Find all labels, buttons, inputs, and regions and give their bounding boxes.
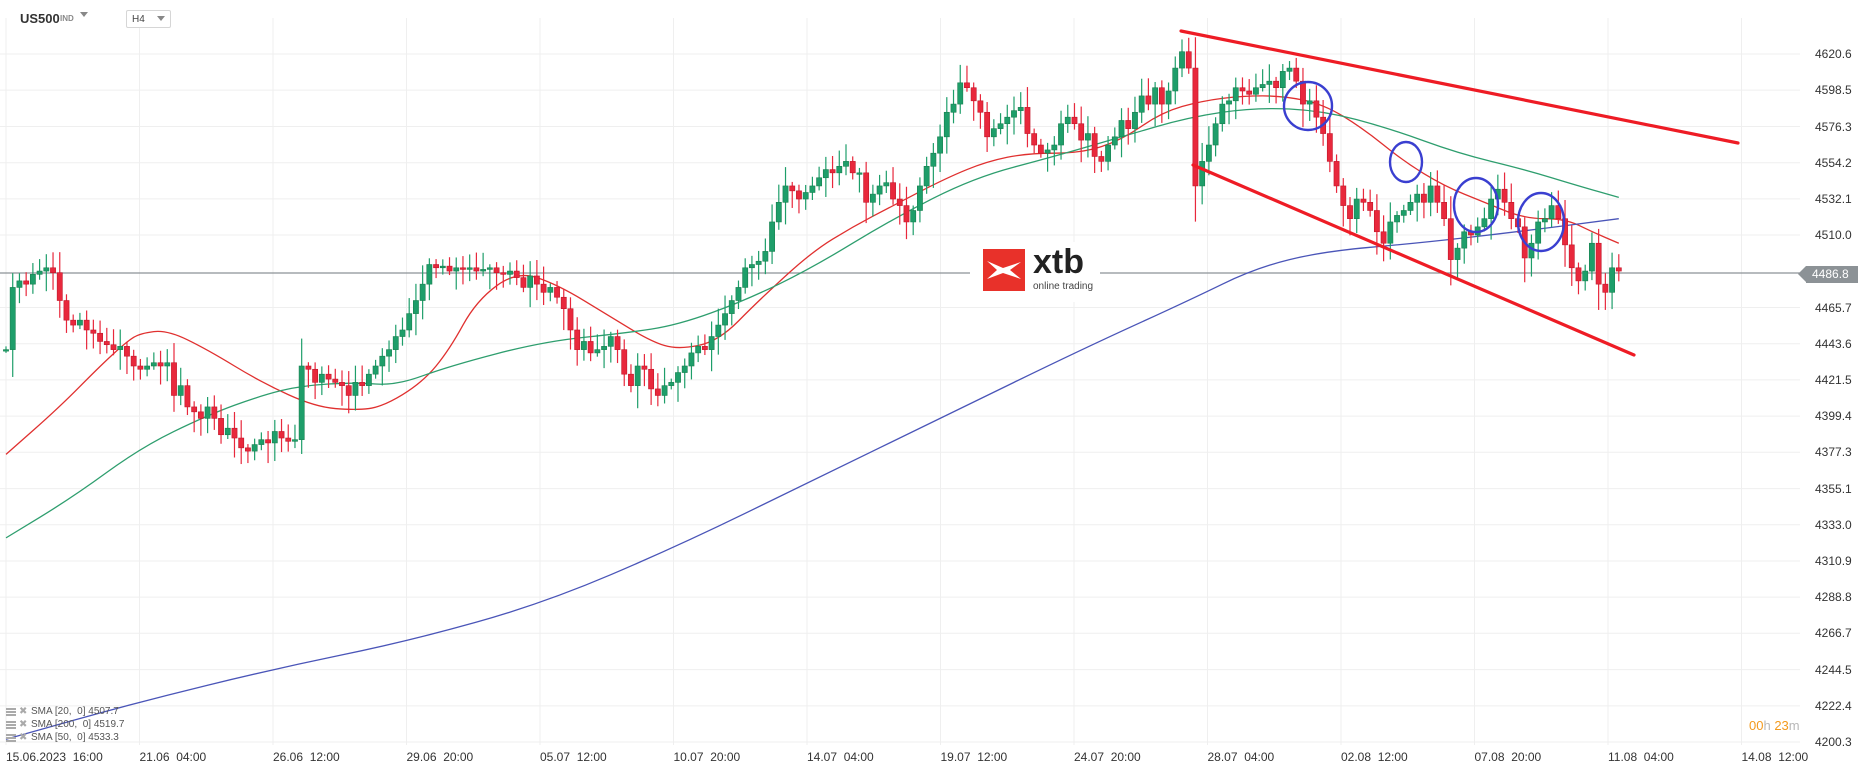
menu-icon[interactable]: [6, 707, 16, 716]
symbol-type: IND: [60, 14, 74, 23]
logo-tagline: online trading: [1033, 281, 1094, 292]
close-icon[interactable]: ✖: [19, 719, 28, 730]
highlight-circle[interactable]: [1516, 191, 1566, 253]
price-tick-label: 4399.4: [1815, 409, 1852, 424]
time-tick-label: 05.07 12:00: [540, 750, 607, 764]
highlight-circle[interactable]: [1388, 140, 1424, 184]
time-tick-label: 14.07 04:00: [807, 750, 874, 764]
price-tick-label: 4620.6: [1815, 47, 1852, 61]
countdown-hours-unit: h: [1763, 718, 1771, 733]
menu-icon[interactable]: [6, 720, 16, 729]
countdown-hours: 00: [1749, 718, 1764, 733]
price-tick-label: 4310.9: [1815, 553, 1852, 568]
price-tick-label: 4355.1: [1815, 481, 1852, 496]
time-tick-label: 11.08 04:00: [1608, 750, 1674, 764]
highlight-circle[interactable]: [1282, 80, 1334, 132]
price-tick-label: 4532.1: [1815, 191, 1852, 206]
time-tick-label: 15.06.2023 16:00: [6, 750, 103, 764]
price-tick-label: 4598.5: [1815, 83, 1852, 98]
time-tick-label: 02.08 12:00: [1341, 750, 1408, 764]
time-tick-label: 24.07 20:00: [1074, 750, 1141, 764]
indicator-legend: ✖ SMA [20, 0] 4507.7 ✖ SMA [200, 0] 4519…: [6, 705, 124, 744]
legend-label: SMA [50, 0] 4533.3: [31, 732, 119, 743]
price-tick-label: 4421.5: [1815, 372, 1852, 387]
price-tick-label: 4200.3: [1815, 735, 1852, 749]
price-tick-label: 4266.7: [1815, 626, 1852, 641]
symbol-dropdown-caret-icon[interactable]: [80, 12, 88, 17]
symbol-name[interactable]: US500: [20, 11, 60, 26]
time-tick-label: 29.06 20:00: [406, 750, 474, 764]
time-tick-label: 19.07 12:00: [940, 750, 1008, 764]
chart-toolbar: US500 IND H4: [0, 0, 1800, 40]
price-tick-label: 4288.8: [1815, 590, 1852, 605]
xtb-logo: xtb online trading: [970, 242, 1100, 302]
time-tick-label: 07.08 20:00: [1474, 750, 1542, 764]
current-price-badge: 4486.8: [1798, 266, 1858, 283]
time-tick-label: 10.07 20:00: [673, 750, 741, 764]
channel-upper-trendline[interactable]: [1179, 29, 1740, 145]
price-tick-label: 4222.4: [1815, 698, 1852, 713]
price-tick-label: 4377.3: [1815, 445, 1852, 460]
price-tick-label: 4465.7: [1815, 300, 1852, 315]
price-tick-label: 4510.0: [1815, 228, 1852, 243]
close-icon[interactable]: ✖: [19, 706, 28, 717]
menu-icon[interactable]: [6, 733, 16, 742]
price-tick-label: 4244.5: [1815, 662, 1852, 677]
legend-label: SMA [20, 0] 4507.7: [31, 706, 119, 717]
countdown-minutes-unit: m: [1788, 718, 1800, 733]
legend-item-sma20: ✖ SMA [20, 0] 4507.7: [6, 705, 124, 718]
logo-brand: xtb: [1033, 243, 1084, 281]
legend-label: SMA [200, 0] 4519.7: [31, 719, 125, 730]
price-tick-label: 4576.3: [1815, 119, 1852, 134]
grid-lines: [0, 18, 1800, 745]
channel-lower-trendline[interactable]: [1191, 163, 1636, 357]
price-tick-label: 4333.0: [1815, 517, 1852, 532]
legend-item-sma50: ✖ SMA [50, 0] 4533.3: [6, 731, 124, 744]
candle-countdown: 00h 23m: [1749, 718, 1800, 733]
price-tick-label: 4443.6: [1815, 336, 1852, 351]
time-tick-label: 14.08 12:00: [1741, 750, 1809, 764]
timeframe-select[interactable]: H4: [126, 10, 171, 28]
price-tick-label: 4554.2: [1815, 155, 1852, 170]
drawn-annotations[interactable]: [1179, 29, 1740, 357]
xtb-logo-mark-icon: [983, 249, 1025, 291]
sma-lines: [5, 95, 1620, 740]
highlight-circle[interactable]: [1452, 176, 1500, 234]
time-tick-label: 28.07 04:00: [1207, 750, 1275, 764]
close-icon[interactable]: ✖: [19, 732, 28, 743]
legend-item-sma200: ✖ SMA [200, 0] 4519.7: [6, 718, 124, 731]
chevron-down-icon: [157, 16, 165, 21]
time-tick-label: 26.06 12:00: [273, 750, 340, 764]
countdown-minutes: 23: [1774, 718, 1789, 733]
timeframe-value: H4: [132, 14, 145, 25]
time-tick-label: 21.06 04:00: [139, 750, 207, 764]
candlestick-series: [3, 37, 1622, 465]
